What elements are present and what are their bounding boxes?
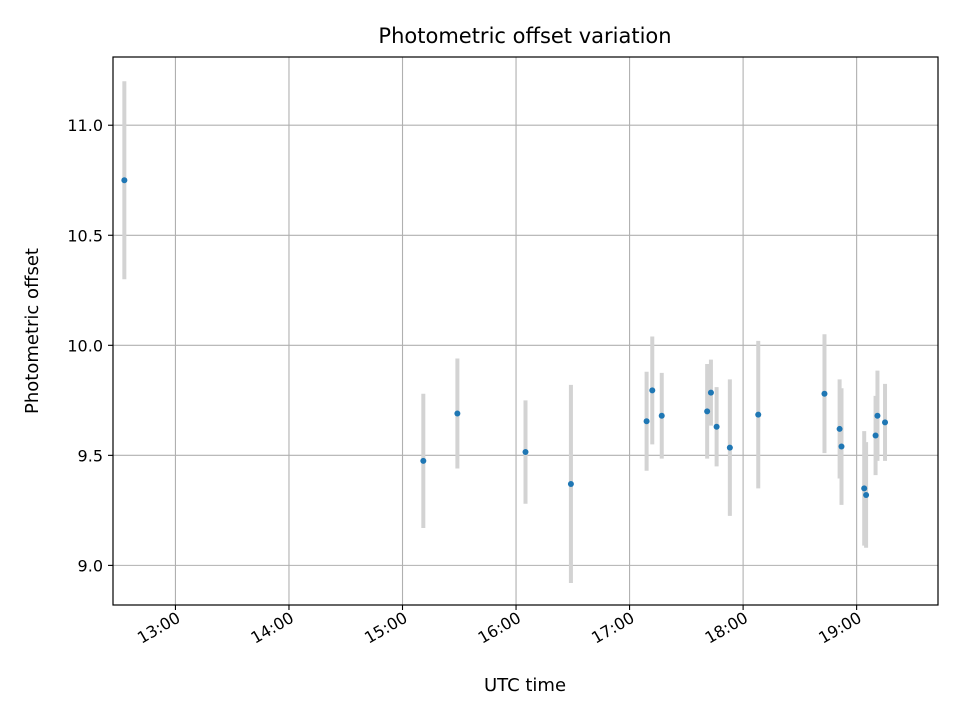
data-point [861,485,868,492]
x-axis-label: UTC time [484,675,566,696]
plot-frame [112,56,939,606]
y-tick-label: 11.0 [67,116,103,135]
data-point [121,177,128,184]
y-tick-label: 9.0 [78,556,103,575]
data-point [420,457,427,464]
data-point [649,387,656,394]
data-point [454,410,461,417]
data-point [704,408,711,415]
data-point [882,419,889,426]
data-point [567,480,574,487]
data-point [872,432,879,439]
data-point [821,390,828,397]
y-tick-label: 10.0 [67,336,103,355]
y-tick-label: 9.5 [78,446,103,465]
data-point [643,418,650,425]
data-point [522,449,529,456]
y-axis: 9.0 9.5 10.0 10.5 11.0 [67,116,113,575]
data-point [658,412,665,419]
data-point [713,423,720,430]
data-point [707,389,714,396]
y-axis-label: Photometric offset [22,248,43,414]
data-points [121,177,889,498]
data-point [838,443,845,450]
data-point [836,425,843,432]
y-tick-label: 10.5 [67,226,103,245]
chart-title: Photometric offset variation [378,24,671,48]
data-point [863,491,870,498]
data-point [755,411,762,418]
data-point [726,444,733,451]
data-point [874,412,881,419]
